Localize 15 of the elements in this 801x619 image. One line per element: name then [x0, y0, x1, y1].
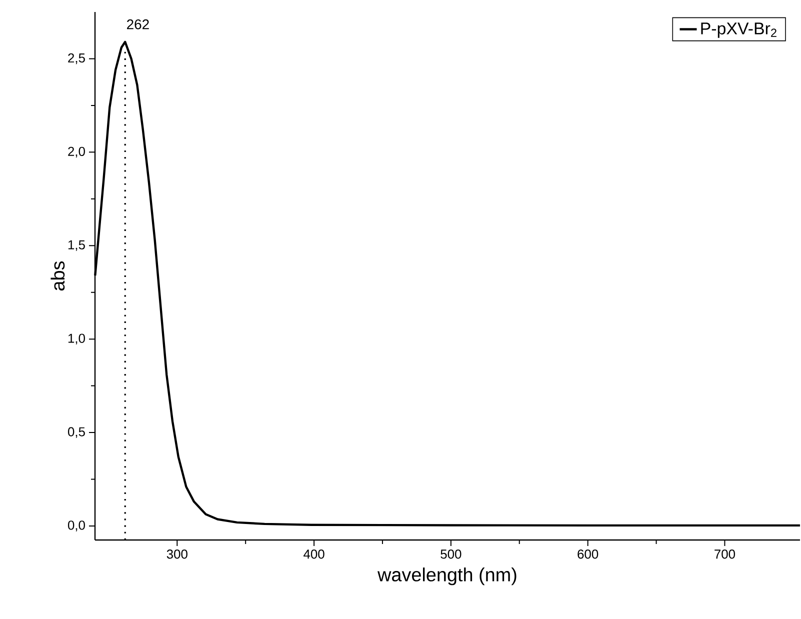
y-tick-label: 1,0 [68, 334, 85, 344]
y-tick-label: 1,5 [68, 240, 85, 251]
y-tick-label: 0,0 [68, 520, 85, 532]
legend-label: P-pXV-Br$_{2}$ [701, 22, 776, 38]
ref-line-label: 262 [127, 19, 149, 30]
x-tick-label: 500 [440, 550, 462, 559]
x-tick-label: 300 [166, 550, 188, 559]
y-tick-label: 0,5 [68, 427, 85, 438]
x-tick-label: 600 [578, 550, 598, 559]
x-tick-label: 400 [304, 550, 324, 559]
y-tick-label: 2,0 [68, 146, 85, 158]
y-axis-title: abs [50, 261, 65, 290]
y-tick-label: 2,5 [68, 53, 85, 64]
x-axis-title: wavelength (nm) [378, 568, 516, 586]
x-tick-label: 700 [714, 550, 736, 559]
